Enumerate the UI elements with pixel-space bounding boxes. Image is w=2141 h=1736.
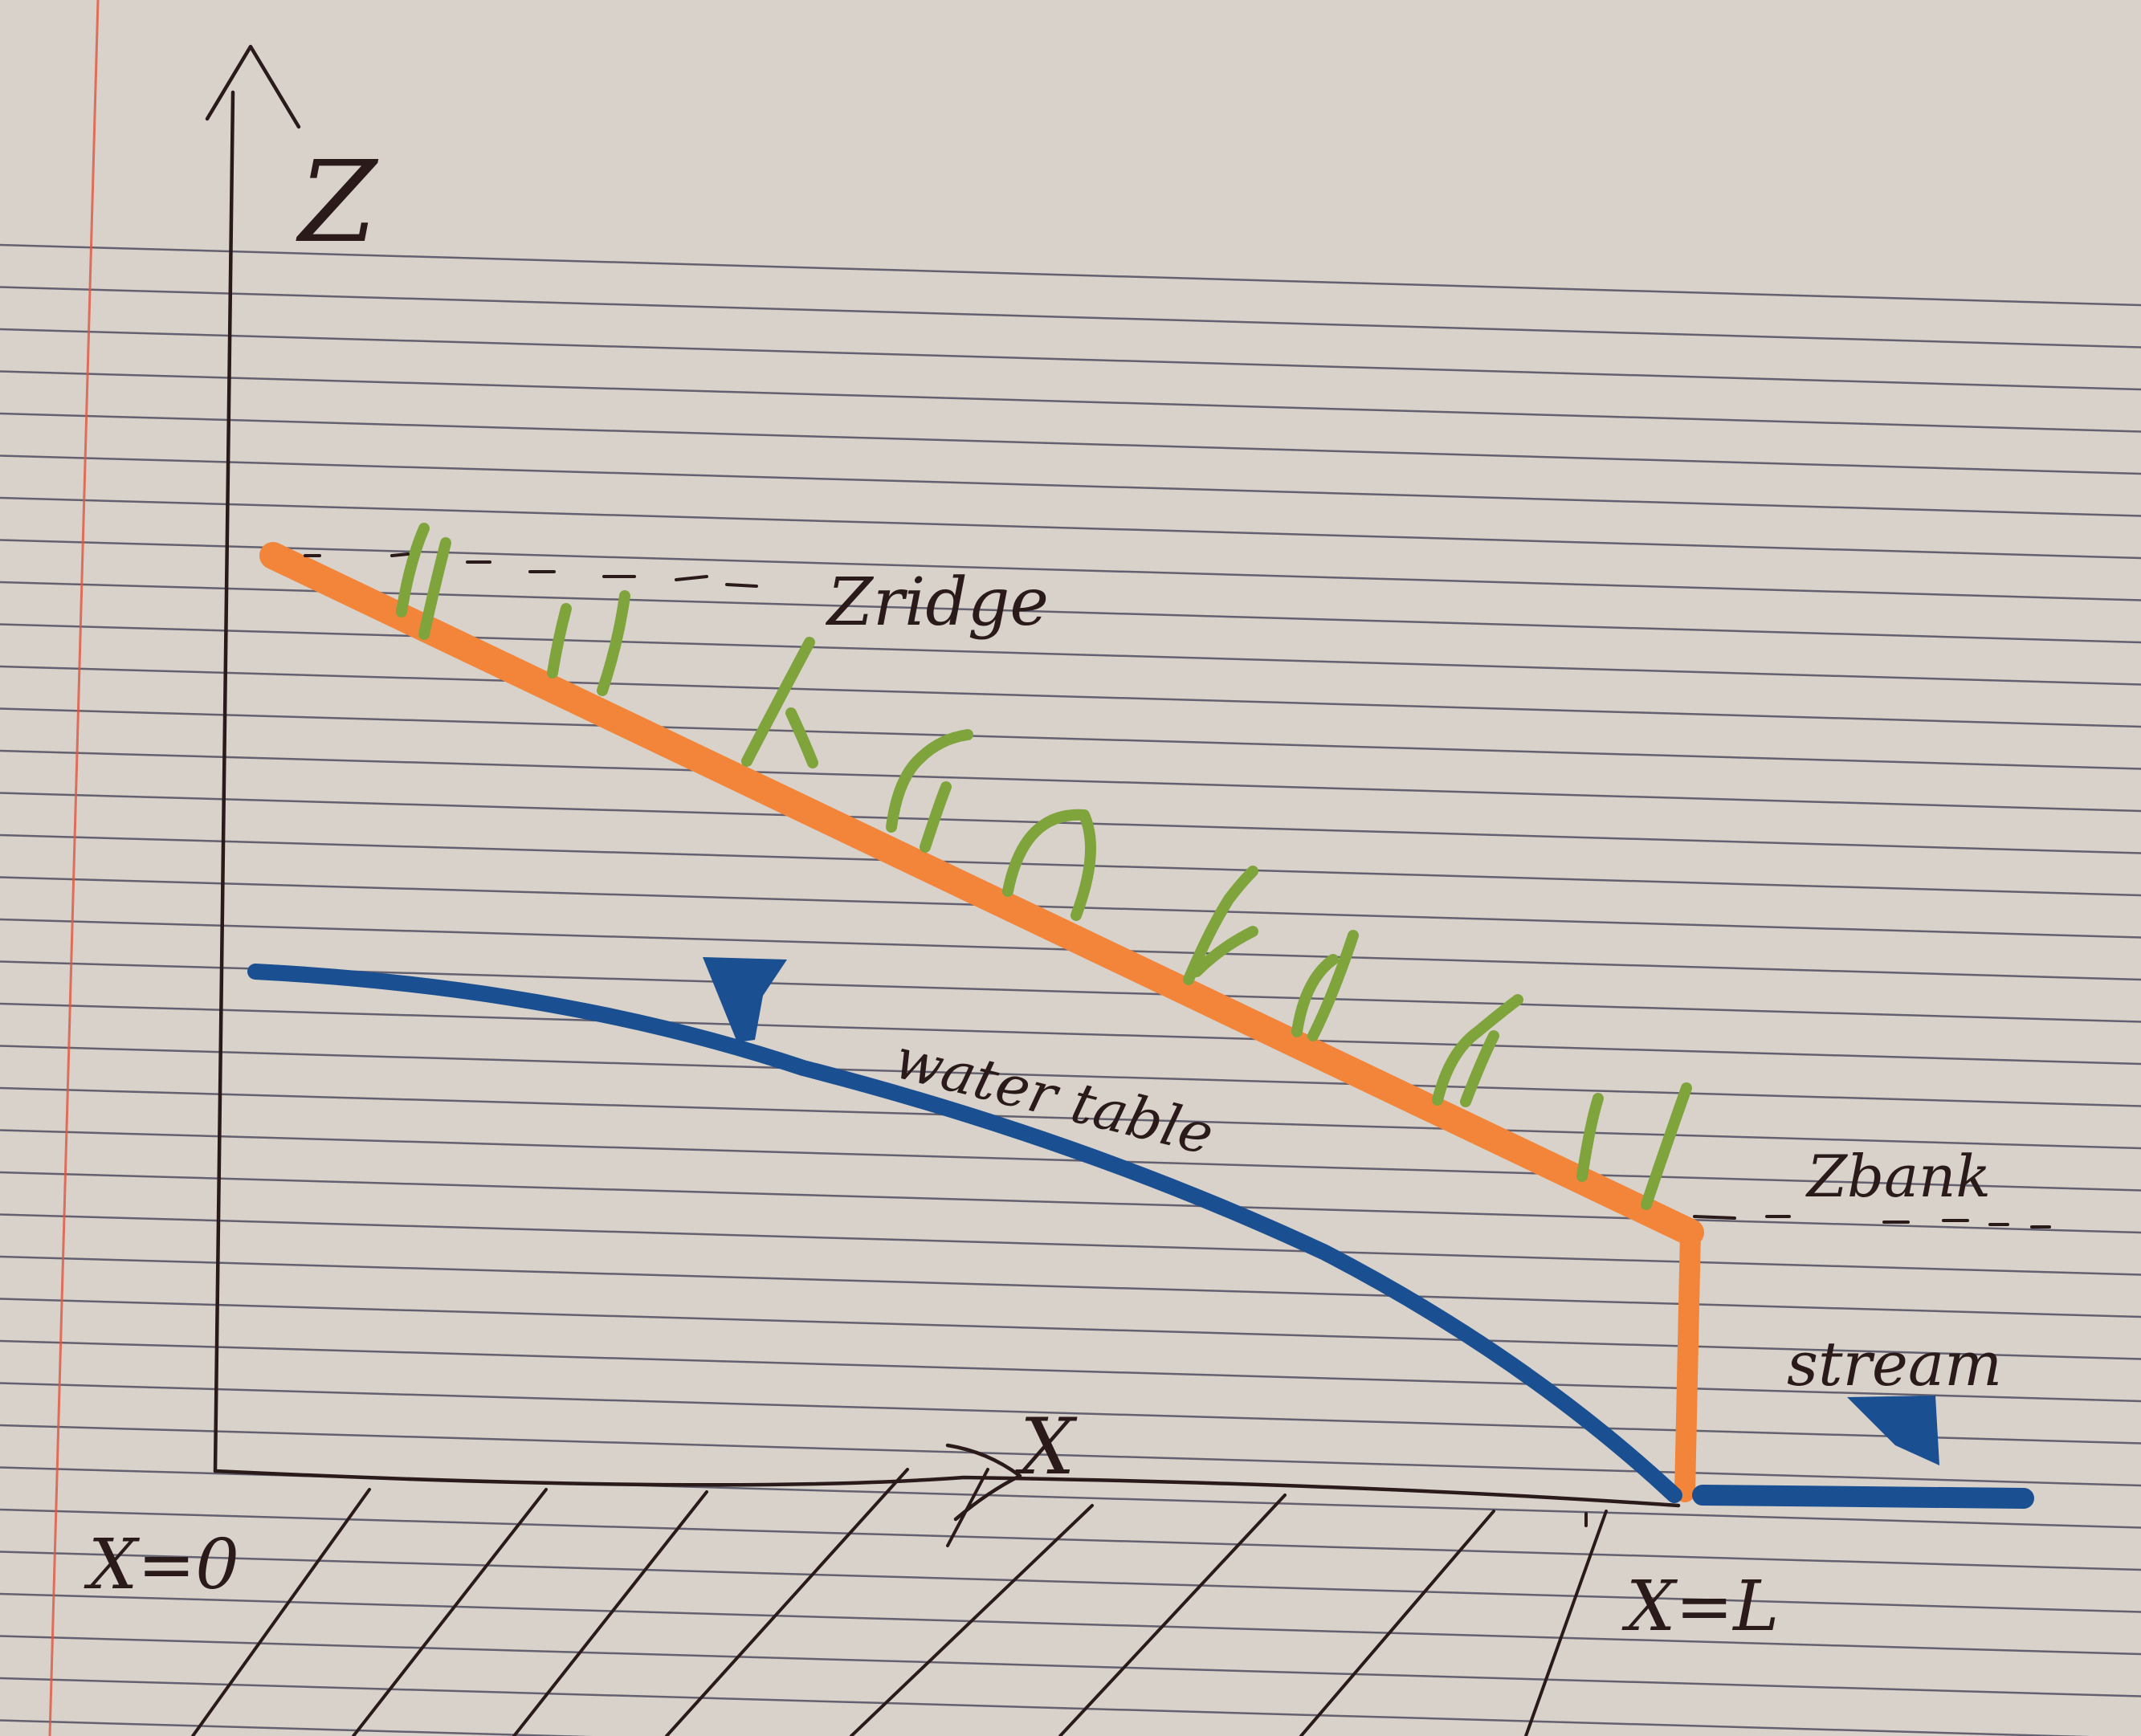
stream-bank-line — [1674, 1222, 1701, 1502]
grass-tuft-icon — [1002, 809, 1096, 921]
x-axis-arrowhead-icon — [945, 1443, 1022, 1522]
ruled-line — [0, 1677, 2091, 1736]
ruled-line — [0, 539, 2141, 601]
x-L-label: X=L — [1621, 1567, 1779, 1647]
grass-tuft-icon — [1576, 1093, 1604, 1182]
land-surface — [259, 542, 1704, 1502]
grass-tuft-icon — [1191, 926, 1258, 977]
grass-tuft-icon — [920, 781, 952, 853]
ruled-line — [0, 243, 2141, 307]
stream-water-line — [1692, 1485, 2034, 1509]
ruled-line — [0, 665, 2141, 728]
reference-dashes — [304, 552, 2051, 1229]
ruled-line — [0, 1002, 2141, 1066]
ruled-line — [0, 1424, 2141, 1487]
stream-marker-icon — [1847, 1396, 1939, 1465]
ruled-line — [0, 496, 2141, 560]
ruled-line — [0, 1635, 2141, 1697]
ruled-line — [0, 1255, 2141, 1318]
ruled-line — [0, 707, 2141, 770]
ruled-line — [0, 1298, 2141, 1360]
z-ridge-label: Zridge — [825, 564, 1049, 641]
grass-tuft-icon — [418, 537, 451, 640]
ruled-line — [0, 1213, 2141, 1276]
hillslope-surface-line — [259, 542, 1704, 1246]
axes — [205, 44, 1681, 1522]
ruled-line — [0, 833, 2141, 897]
x-zero-label: X=0 — [84, 1525, 239, 1605]
ruled-line — [0, 286, 2141, 348]
grass-tuft-icon — [597, 590, 630, 696]
stream-label: stream — [1787, 1328, 2002, 1400]
z-axis-line — [213, 90, 235, 1473]
grass-tuft-icon — [886, 729, 973, 833]
ruled-line — [0, 1045, 2141, 1107]
ground-hatching — [191, 1468, 1608, 1736]
ruled-line — [0, 1171, 2141, 1234]
grass — [396, 523, 1692, 1210]
x-axis-label: X — [1014, 1402, 1078, 1492]
grass-tuft-icon — [785, 707, 818, 768]
ruled-line — [0, 370, 2141, 433]
grass-tuft-icon — [1307, 930, 1359, 1041]
ruled-line — [0, 623, 2141, 686]
x-axis-line — [213, 1469, 1681, 1508]
z-axis-arrowhead-icon — [205, 44, 301, 129]
margin-line — [48, 0, 100, 1736]
grass-tuft-icon — [1460, 1030, 1499, 1107]
ruled-line — [0, 1382, 2141, 1445]
ruled-line — [0, 792, 2141, 854]
grass-tuft-icon — [741, 637, 815, 767]
ruled-line — [0, 1086, 2141, 1150]
grass-tuft-icon — [547, 603, 572, 679]
ruled-line — [0, 749, 2141, 813]
grass-tuft-icon — [1432, 994, 1523, 1106]
ruled-line — [0, 876, 2141, 939]
ruled-line — [0, 1129, 2141, 1192]
grass-tuft-icon — [1291, 954, 1339, 1037]
z-axis-label: Z — [296, 137, 379, 268]
z-bank-label: Zbank — [1805, 1143, 1991, 1210]
water-table — [247, 964, 2034, 1509]
ruled-line — [0, 1339, 2141, 1403]
ruled-line — [0, 328, 2141, 391]
ruled-line — [0, 412, 2141, 475]
ruled-line — [0, 454, 2141, 517]
ruled-line — [0, 1551, 2141, 1613]
grass-tuft-icon — [1183, 866, 1258, 985]
water-table-line — [247, 964, 1682, 1503]
grass-tuft-icon — [1641, 1082, 1692, 1210]
grass-tuft-icon — [396, 523, 430, 617]
water-table-marker-icon — [703, 957, 787, 1042]
ruled-line — [0, 1508, 2141, 1571]
ruled-line — [0, 1592, 2141, 1656]
